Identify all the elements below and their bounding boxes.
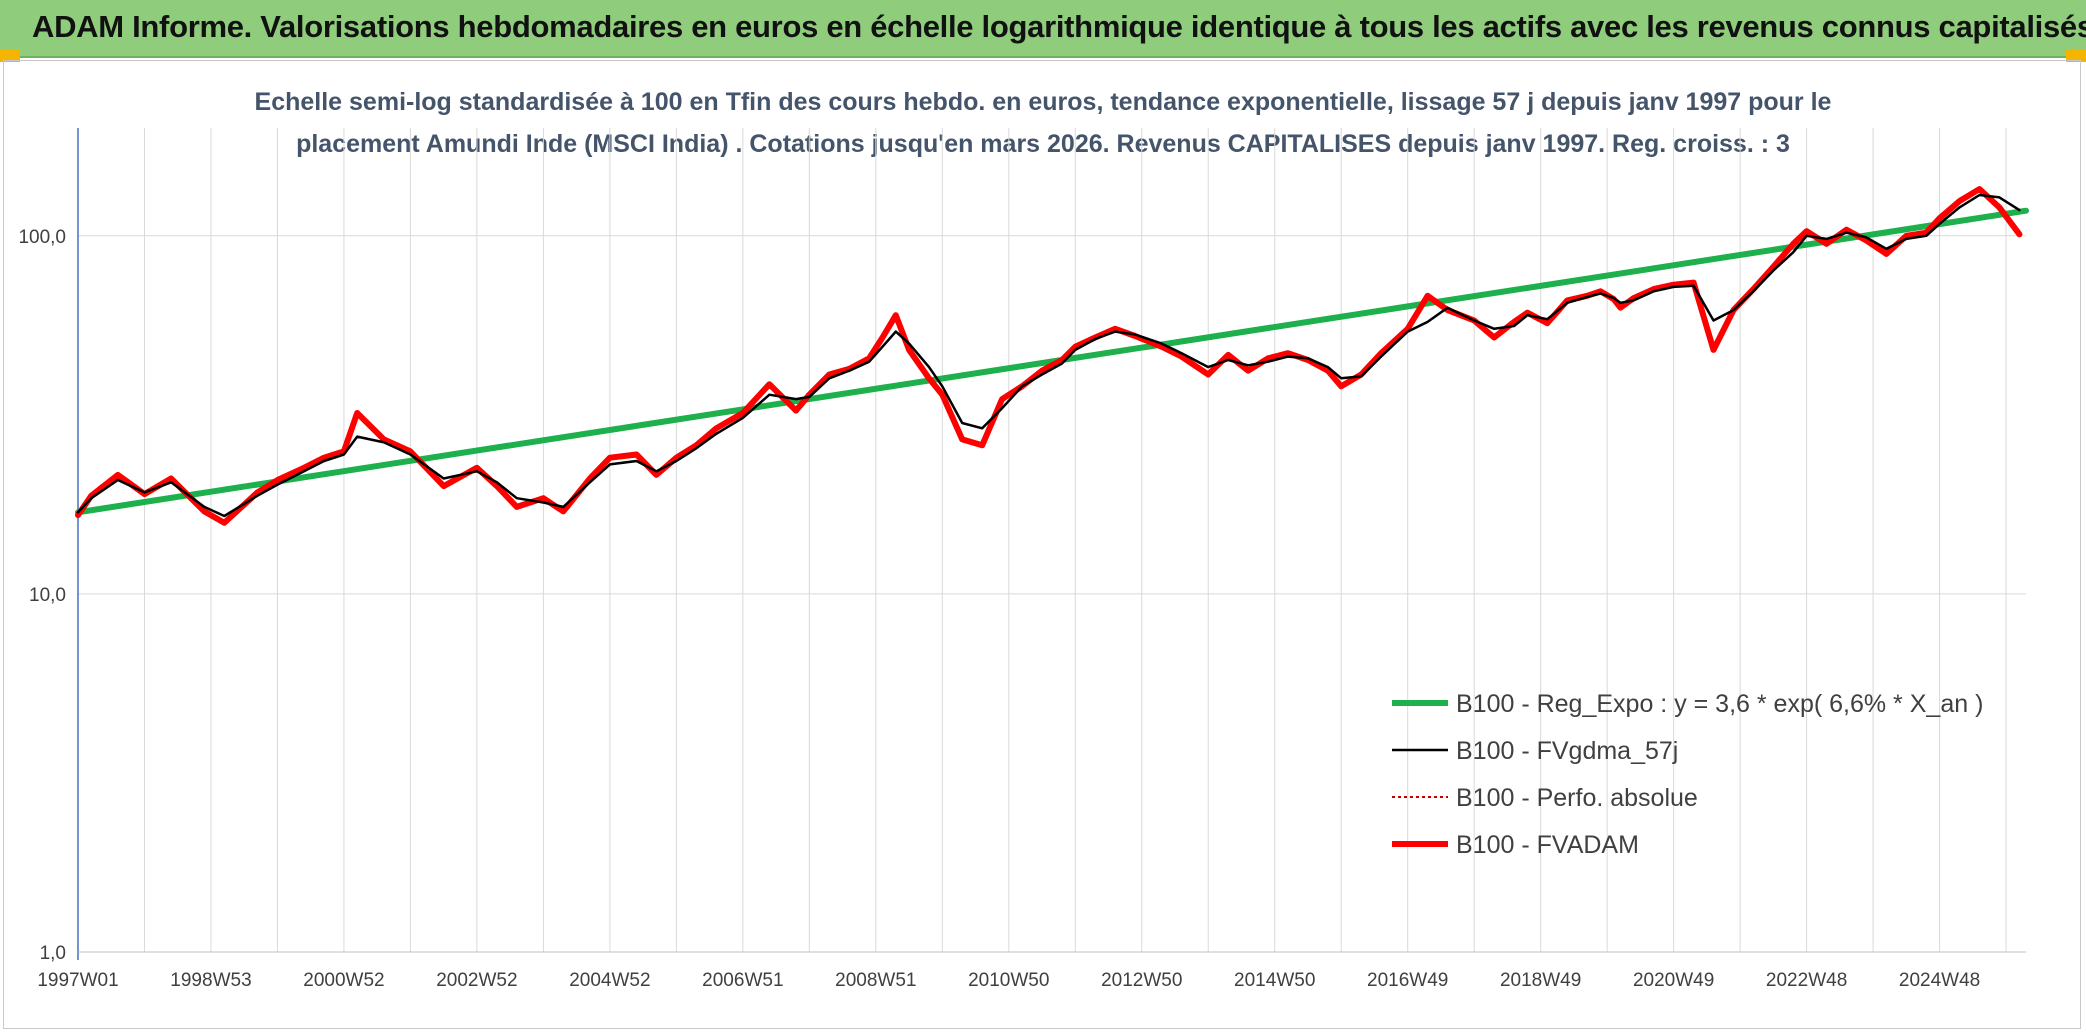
legend-label-1: B100 - FVgdma_57j	[1456, 737, 1678, 765]
x-tick-label: 2022W48	[1766, 970, 1847, 991]
legend-label-0: B100 - Reg_Expo : y = 3,6 * exp( 6,6% * …	[1456, 690, 1983, 718]
x-tick-label: 2000W52	[303, 970, 384, 991]
x-tick-label: 2004W52	[569, 970, 650, 991]
y-tick-label: 10,0	[29, 585, 66, 606]
report-title: ADAM Informe. Valorisations hebdomadaire…	[32, 9, 2086, 44]
chart-title-line-1: Echelle semi-log standardisée à 100 en T…	[254, 88, 1832, 116]
series-line-1	[76, 193, 2021, 518]
grid-layer	[77, 128, 2026, 953]
y-tick-label: 1,0	[40, 943, 66, 964]
x-tick-label: 2006W51	[702, 970, 783, 991]
x-tick-label: 2002W52	[436, 970, 517, 991]
legend-layer: B100 - Reg_Expo : y = 3,6 * exp( 6,6% * …	[1392, 690, 1983, 859]
series-line-0	[75, 207, 2029, 516]
x-tick-label: 2024W48	[1899, 970, 1980, 991]
x-tick-label: 2020W49	[1633, 970, 1714, 991]
x-tick-label: 2016W49	[1367, 970, 1448, 991]
legend-label-2: B100 - Perfo. absolue	[1456, 784, 1698, 812]
x-tick-label: 2012W50	[1101, 970, 1182, 991]
y-tick-label: 100,0	[18, 227, 66, 248]
x-tick-label: 1997W01	[37, 970, 118, 991]
corner-marker-left	[0, 50, 20, 62]
corner-marker-right	[2066, 50, 2086, 62]
report-header: ADAM Informe. Valorisations hebdomadaire…	[0, 0, 2086, 58]
legend-label-3: B100 - FVADAM	[1456, 831, 1639, 859]
axis-layer: 1,0 10,0 100,0 1997W01 1998W53 2000W52 2002W52…	[18, 128, 2026, 991]
chart-frame	[3, 60, 2081, 1029]
x-tick-label: 2014W50	[1234, 970, 1315, 991]
x-tick-label: 1998W53	[170, 970, 251, 991]
series-layer	[75, 186, 2029, 526]
x-tick-label: 2018W49	[1500, 970, 1581, 991]
x-tick-label: 2010W50	[968, 970, 1049, 991]
series-line-3	[75, 186, 2023, 526]
x-tick-label: 2008W51	[835, 970, 916, 991]
